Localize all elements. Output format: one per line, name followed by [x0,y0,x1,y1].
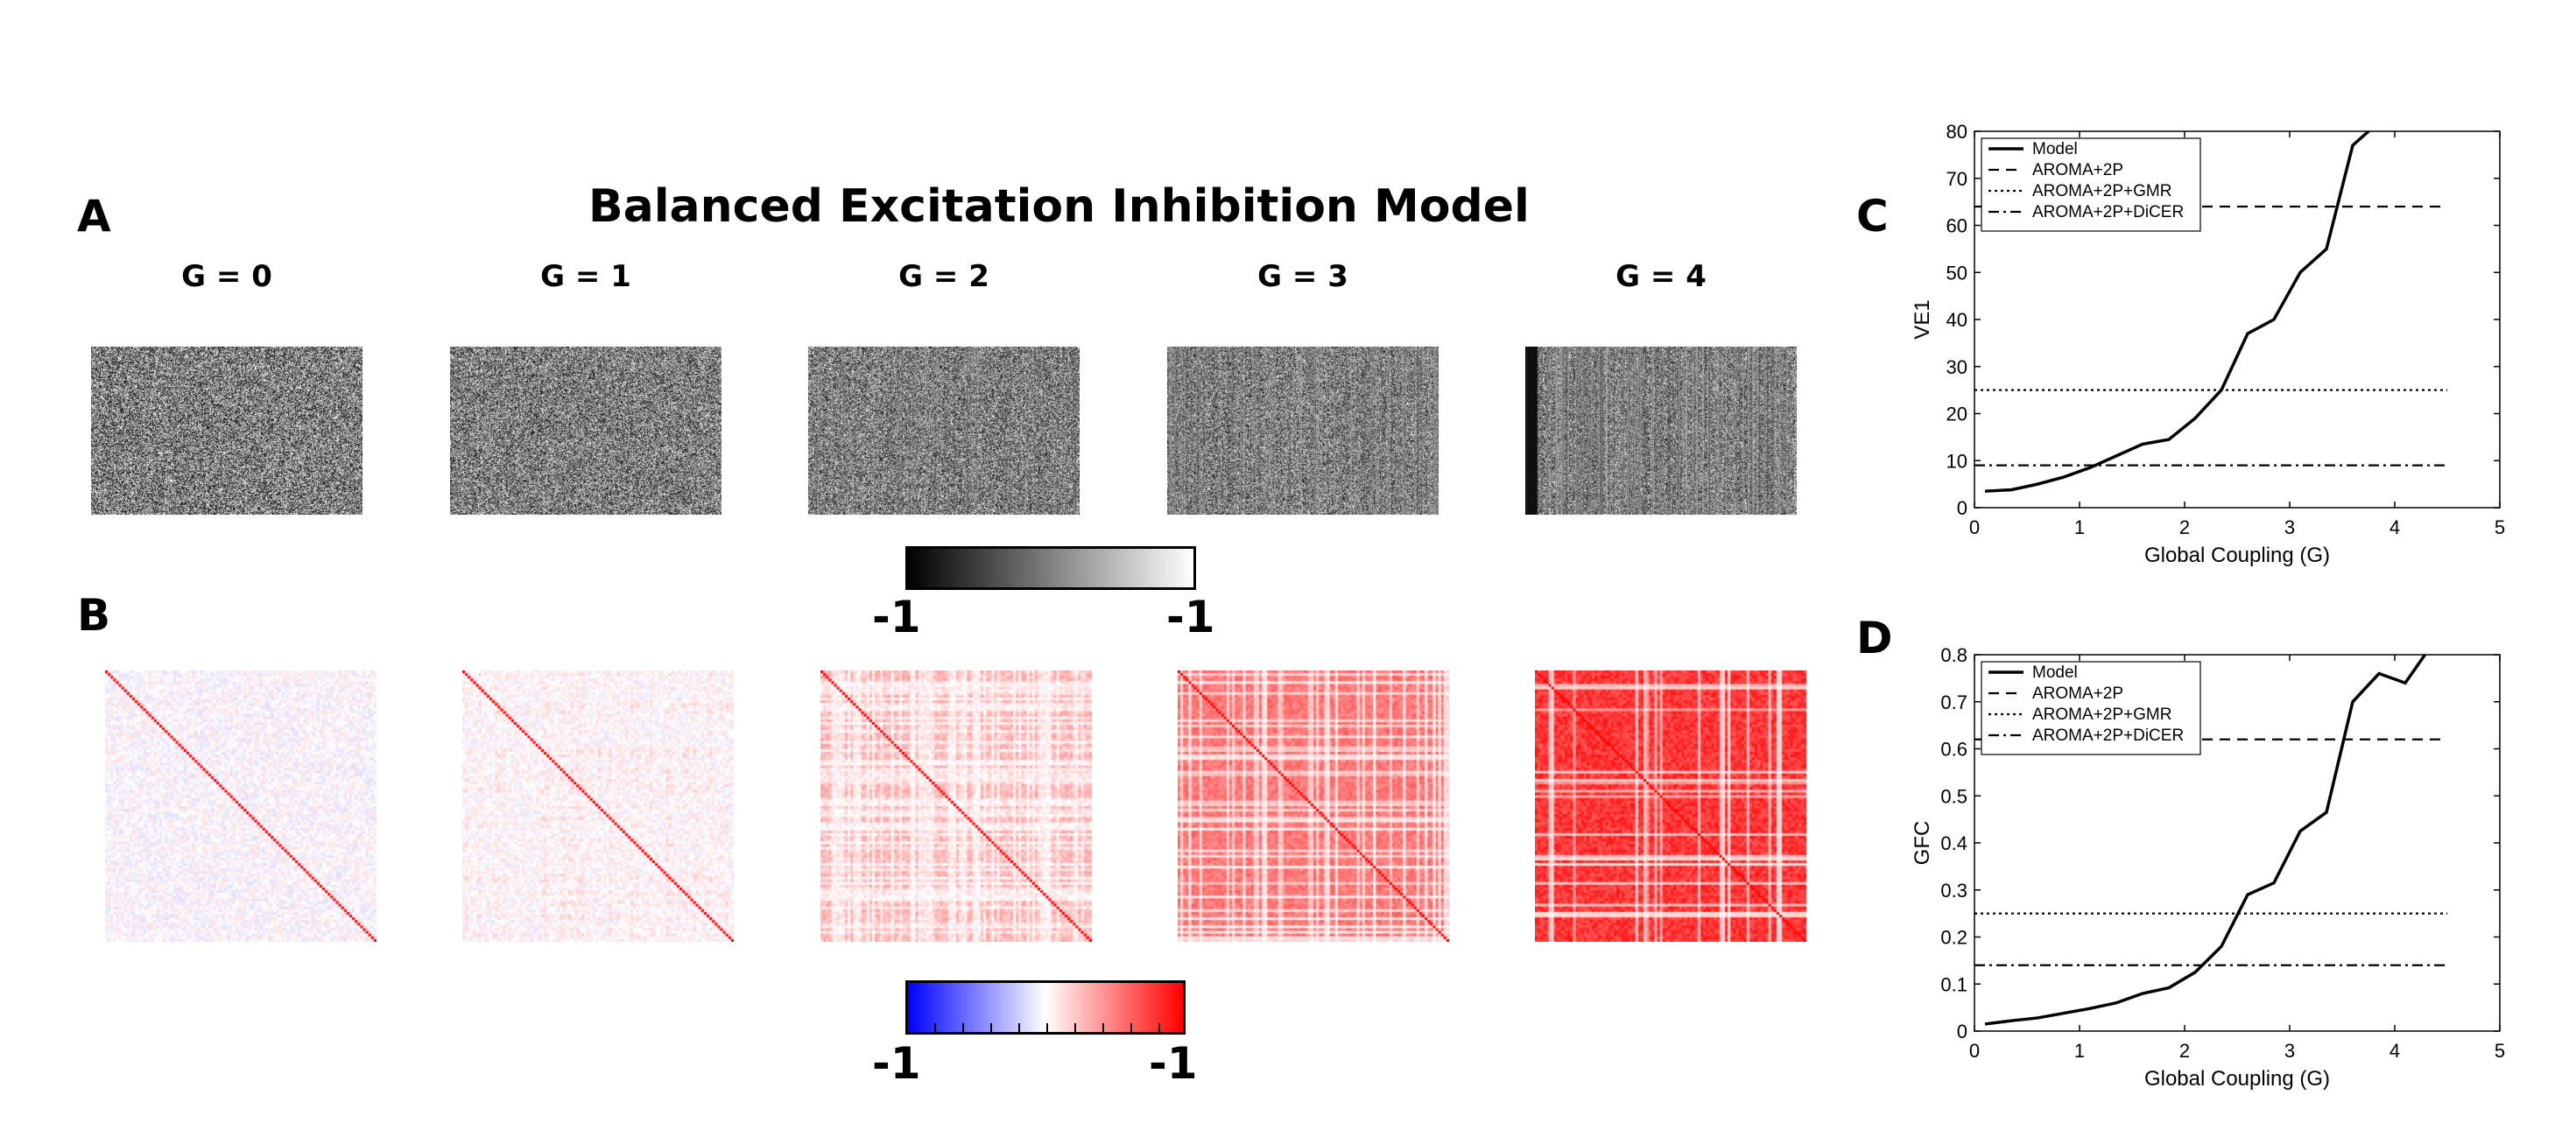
rwb-colorbar [905,980,1186,1035]
timeseries-image-g3 [1167,347,1439,515]
fc-matrix-g3 [1178,670,1449,942]
y-tick-label: 0 [1957,497,1967,519]
y-tick-label: 0.1 [1940,973,1967,995]
panel-letter-d: D [1856,613,1893,663]
y-tick-label: 10 [1946,450,1967,472]
legend-box [1981,137,2201,232]
x-tick-label: 3 [2284,516,2295,538]
x-tick-label: 0 [1969,516,1980,538]
panel-letter-a: A [77,191,111,242]
figure-title: Balanced Excitation Inhibition Model [588,180,1530,233]
grayscale-colorbar [905,546,1196,590]
x-tick-label: 4 [2389,516,2400,538]
legend-entry: AROMA+2P+GMR [2032,182,2171,200]
y-tick-label: 0.8 [1940,644,1967,666]
rwb-colorbar-ticks [908,1023,1183,1032]
legend-entry: AROMA+2P [2032,684,2123,703]
y-tick-label: 30 [1946,356,1967,378]
legend-box [1981,661,2201,755]
x-axis-label: Global Coupling (G) [2144,1067,2330,1091]
fc-matrix-g0 [105,670,377,942]
y-tick-label: 0.5 [1940,785,1967,807]
legend-entry: Model [2032,140,2078,158]
y-tick-label: 0.4 [1940,832,1967,854]
grayscale-colorbar-max-label: -1 [1166,592,1215,642]
fc-matrix-g1 [462,670,734,942]
legend-entry: AROMA+2P [2032,161,2123,179]
y-tick-label: 0.3 [1940,880,1967,902]
timeseries-image-g4 [1525,347,1797,515]
timeseries-image-g2 [808,347,1080,515]
timeseries-image-g0 [91,347,362,515]
y-tick-label: 60 [1946,215,1967,237]
g-label-3: G = 3 [1257,259,1348,294]
legend-entry: Model [2032,663,2078,682]
y-tick-label: 0.7 [1940,691,1967,713]
y-tick-label: 0.6 [1940,739,1967,761]
g-label-1: G = 1 [540,259,631,294]
timeseries-image-g1 [450,347,721,515]
rwb-colorbar-min-label: -1 [872,1038,921,1089]
series-line-model [1984,655,2427,1026]
x-tick-label: 3 [2284,1040,2295,1062]
x-tick-label: 0 [1969,1040,1980,1062]
x-tick-label: 1 [2074,516,2085,538]
grayscale-colorbar-min-label: -1 [872,592,921,642]
x-axis-label: Global Coupling (G) [2144,544,2330,567]
x-tick-label: 5 [2495,1040,2505,1062]
x-tick-label: 2 [2179,516,2190,538]
panel-letter-b: B [77,590,111,641]
fc-matrix-g4 [1535,670,1806,942]
y-axis-label: GFC [1911,821,1934,866]
legend-entry: AROMA+2P+DiCER [2032,203,2184,221]
chart-d-gfc: 0 1 2 3 4 5 0 0.1 0.2 0.3 0.4 0.5 0.6 0.7 0.8 Global Co… [1911,644,2505,1091]
y-tick-label: 80 [1946,121,1967,143]
rwb-colorbar-max-label: -1 [1149,1038,1198,1089]
y-tick-label: 40 [1946,309,1967,331]
x-tick-label: 5 [2495,516,2505,538]
legend-entry: AROMA+2P+DiCER [2032,726,2184,745]
fc-matrix-g2 [820,670,1092,942]
series-line-model [1984,131,2371,493]
panel-letter-c: C [1856,191,1889,242]
y-tick-label: 70 [1946,168,1967,190]
g-label-0: G = 0 [181,259,272,294]
x-tick-label: 2 [2179,1040,2190,1062]
g-label-4: G = 4 [1615,259,1707,294]
x-tick-label: 4 [2389,1040,2400,1062]
g-label-2: G = 2 [898,259,989,294]
y-tick-label: 0.2 [1940,927,1967,949]
y-tick-label: 20 [1946,404,1967,425]
x-tick-label: 1 [2074,1040,2085,1062]
y-tick-label: 50 [1946,262,1967,284]
y-axis-label: VE1 [1911,299,1934,339]
legend-entry: AROMA+2P+GMR [2032,705,2171,724]
y-tick-label: 0 [1957,1021,1967,1042]
